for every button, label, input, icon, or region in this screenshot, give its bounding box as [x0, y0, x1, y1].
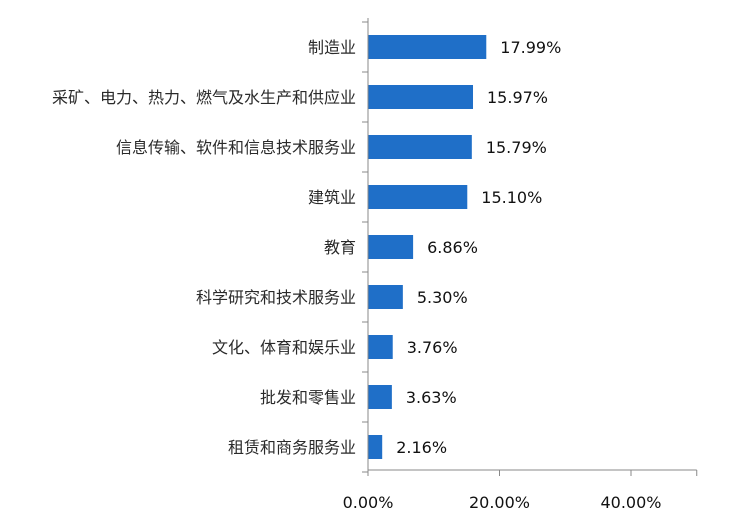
- bar-9: [368, 435, 383, 459]
- bar-4: [368, 185, 468, 209]
- category-label: 制造业: [308, 38, 356, 57]
- category-label: 文化、体育和娱乐业: [212, 338, 356, 357]
- category-label: 教育: [324, 238, 356, 257]
- bar-7: [368, 335, 393, 359]
- bar-3: [368, 135, 472, 159]
- x-tick-label: 40.00%: [600, 493, 661, 512]
- value-label: 17.99%: [500, 38, 561, 57]
- value-label: 15.79%: [486, 138, 547, 157]
- value-label: 3.63%: [406, 388, 457, 407]
- category-label: 信息传输、软件和信息技术服务业: [116, 138, 356, 157]
- category-label: 批发和零售业: [260, 388, 356, 407]
- value-label: 15.97%: [487, 88, 548, 107]
- value-label: 6.86%: [427, 238, 478, 257]
- category-label: 科学研究和技术服务业: [196, 288, 356, 307]
- axes-layer: 0.00% 20.00% 40.00%: [343, 18, 698, 512]
- bar-5: [368, 235, 414, 259]
- value-label: 3.76%: [407, 338, 458, 357]
- bar-8: [368, 385, 392, 409]
- value-label: 5.30%: [417, 288, 468, 307]
- bar-1: [368, 35, 487, 59]
- category-label: 采矿、电力、热力、燃气及水生产和供应业: [52, 88, 356, 107]
- labels-layer: 制造业 17.99% 采矿、电力、热力、燃气及水生产和供应业 15.97% 信息传输、软…: [52, 38, 561, 457]
- bar-2: [368, 85, 474, 109]
- bars-layer: [368, 35, 487, 459]
- value-label: 2.16%: [396, 438, 447, 457]
- value-label: 15.10%: [481, 188, 542, 207]
- category-label: 租赁和商务服务业: [228, 438, 356, 457]
- x-tick-label: 0.00%: [343, 493, 394, 512]
- x-tick-label: 20.00%: [469, 493, 530, 512]
- category-label: 建筑业: [308, 188, 356, 207]
- bar-6: [368, 285, 403, 309]
